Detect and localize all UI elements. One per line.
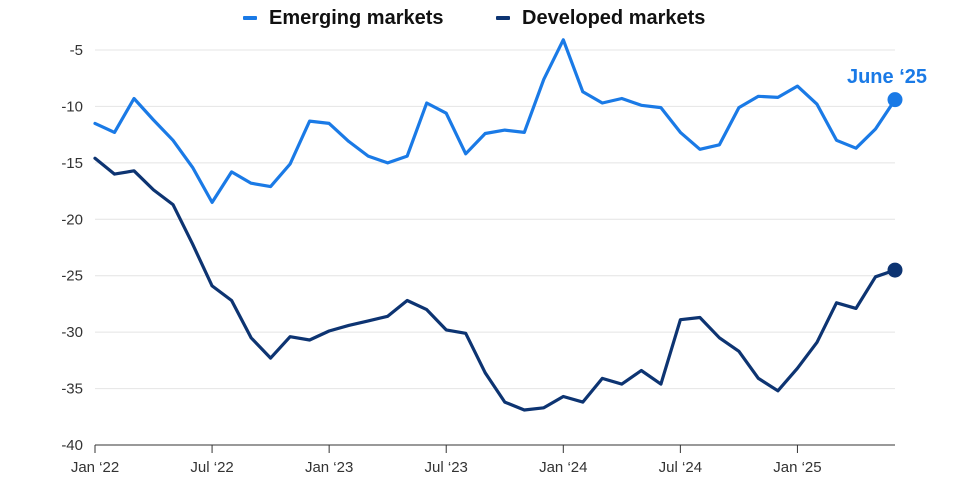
y-tick-label: -40 [61,437,83,454]
legend-label-developed: Developed markets [522,6,706,29]
x-tick-label: Jan ‘23 [305,459,353,476]
y-tick-label: -25 [61,268,83,285]
legend-label-emerging: Emerging markets [269,6,444,29]
chart-legend: Emerging markets Developed markets [0,4,960,32]
y-tick-label: -30 [61,324,83,341]
series-line-emerging [93,38,897,204]
series-lines [93,38,897,412]
end-marker-emerging [887,92,903,108]
x-tick-label: Jul ‘22 [190,459,233,476]
legend-item-developed: Developed markets [496,4,705,32]
legend-swatch-emerging [243,16,257,20]
x-tick-label: Jul ‘23 [425,459,468,476]
legend-item-emerging: Emerging markets [243,4,444,32]
y-tick-label: -15 [61,155,83,172]
y-tick-label: -10 [61,98,83,115]
series-line-developed [93,156,897,412]
x-tick-label: Jan ‘25 [773,459,821,476]
x-tick-label: Jul ‘24 [659,459,702,476]
end-marker-developed [887,262,903,278]
y-tick-label: -35 [61,381,83,398]
y-tick-label: -5 [70,42,83,59]
x-tick-label: Jan ‘22 [71,459,119,476]
x-tick-label: Jan ‘24 [539,459,587,476]
axes: -5 -10 -15 -20 -25 -30 -35 -40 Jan ‘22 Jul ‘22 Jan… [61,42,895,476]
end-markers [887,92,903,278]
end-annotation: June ‘25 [847,66,927,88]
gridlines [95,49,895,390]
legend-swatch-developed [496,16,510,20]
y-tick-label: -20 [61,211,83,228]
